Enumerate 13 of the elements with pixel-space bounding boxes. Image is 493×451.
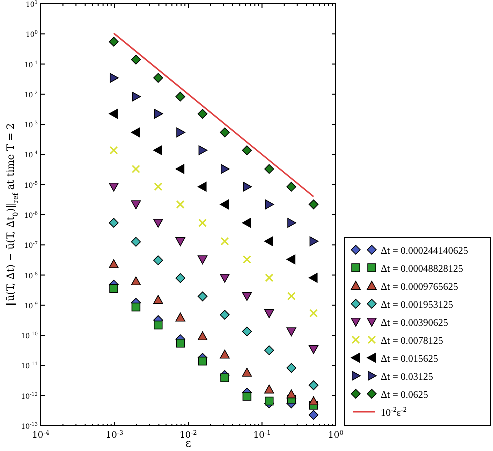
legend-label: Δt = 0.0009765625 [381, 282, 458, 293]
legend-label: Δt = 0.03125 [381, 372, 434, 383]
legend-label: Δt = 0.00048828125 [381, 264, 464, 275]
legend-label: Δt = 0.0625 [381, 390, 428, 401]
legend-label: Δt = 0.000244140625 [381, 246, 468, 257]
legend-label: 10$^{-2}$ε$^{-2}$ [381, 406, 408, 419]
legend-label: Δt = 0.00390625 [381, 318, 448, 329]
x-tick-label: 10$^{-1}$ [253, 430, 272, 441]
x-tick-label: 10$^{0}$ [328, 430, 344, 441]
x-tick-label: 10$^{-3}$ [106, 430, 124, 441]
legend-label: Δt = 0.001953125 [381, 300, 454, 311]
legend-label: Δt = 0.0078125 [381, 336, 444, 347]
legend-label: Δt = 0.015625 [381, 354, 438, 365]
